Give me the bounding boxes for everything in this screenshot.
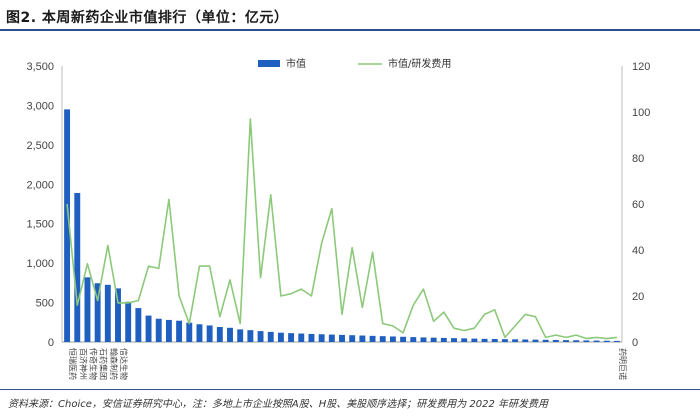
bar-market-cap bbox=[563, 340, 569, 342]
x-category-label: 信达生物 bbox=[119, 348, 129, 380]
bar-market-cap bbox=[400, 336, 407, 342]
y-left-tick-label: 3,000 bbox=[26, 100, 54, 112]
bar-market-cap bbox=[84, 277, 91, 342]
y-left-tick-label: 3,500 bbox=[26, 61, 54, 73]
bar-market-cap bbox=[440, 337, 447, 342]
bar-market-cap bbox=[339, 334, 345, 342]
bar-market-cap bbox=[481, 338, 488, 342]
y-left-tick-label: 2,500 bbox=[26, 140, 54, 152]
y-left-tick-label: 500 bbox=[36, 298, 54, 310]
y-right-tick-label: 60 bbox=[632, 199, 644, 211]
legend-label-ratio: 市值/研发费用 bbox=[388, 57, 451, 70]
y-left-tick-label: 0 bbox=[48, 337, 54, 349]
bar-market-cap bbox=[420, 337, 427, 342]
page-title: 图2. 本周新药企业市值排行（单位：亿元） bbox=[6, 10, 289, 26]
title-bar: 图2. 本周新药企业市值排行（单位：亿元） bbox=[0, 0, 700, 30]
bar-market-cap bbox=[491, 339, 498, 342]
bar-market-cap bbox=[603, 340, 610, 342]
x-category-label: 石药集团 bbox=[99, 348, 109, 380]
y-left-tick-label: 1,000 bbox=[26, 258, 54, 270]
bar-market-cap bbox=[64, 109, 71, 342]
bar-market-cap bbox=[573, 340, 580, 342]
bar-market-cap bbox=[461, 338, 468, 342]
legend-swatch-bar bbox=[258, 60, 280, 67]
bar-market-cap bbox=[94, 283, 101, 342]
top-rule bbox=[0, 29, 700, 31]
bar-market-cap bbox=[176, 320, 183, 342]
bar-market-cap bbox=[359, 335, 366, 342]
bar-market-cap bbox=[145, 315, 152, 342]
bar-market-cap bbox=[104, 284, 111, 342]
line-mcap-rd-ratio bbox=[66, 118, 617, 340]
bar-market-cap bbox=[227, 327, 233, 342]
x-category-label: 药明巨诺 bbox=[618, 348, 628, 380]
bar-market-cap bbox=[206, 325, 213, 342]
bar-market-cap bbox=[298, 333, 305, 342]
bar-market-cap bbox=[135, 308, 142, 342]
y-right-tick-label: 80 bbox=[632, 153, 644, 165]
bar-market-cap bbox=[125, 301, 132, 342]
y-right-tick-label: 40 bbox=[632, 245, 644, 257]
y-right-tick-label: 120 bbox=[632, 61, 650, 73]
bar-market-cap bbox=[247, 330, 254, 342]
bar-market-cap bbox=[115, 288, 121, 342]
x-category-label: 翰森制药 bbox=[109, 348, 119, 380]
bar-market-cap bbox=[196, 324, 203, 342]
bar-market-cap bbox=[512, 339, 519, 342]
bar-market-cap bbox=[155, 318, 162, 342]
bar-market-cap bbox=[369, 335, 376, 342]
bar-market-cap bbox=[593, 340, 600, 342]
y-right-tick-label: 0 bbox=[632, 337, 638, 349]
bar-market-cap bbox=[165, 319, 172, 342]
bar-market-cap bbox=[186, 322, 193, 342]
bar-market-cap bbox=[471, 338, 478, 342]
bar-market-cap bbox=[410, 337, 417, 342]
bottom-rule bbox=[0, 389, 700, 390]
bar-market-cap bbox=[583, 340, 590, 342]
bar-market-cap bbox=[532, 339, 539, 342]
bar-market-cap bbox=[613, 340, 620, 342]
y-left-tick-label: 2,000 bbox=[26, 179, 54, 191]
bar-market-cap bbox=[216, 327, 223, 342]
y-right-tick-label: 20 bbox=[632, 291, 644, 303]
bar-market-cap bbox=[542, 339, 549, 342]
bar-market-cap bbox=[328, 334, 335, 342]
bar-market-cap bbox=[74, 192, 81, 342]
bar-market-cap bbox=[318, 334, 325, 342]
bar-market-cap bbox=[379, 336, 386, 342]
source-note: 资料来源：Choice，安信证券研究中心，注：多地上市企业按照A股、H股、美股顺… bbox=[8, 399, 549, 410]
bar-market-cap bbox=[430, 337, 437, 342]
legend-label-market-cap: 市值 bbox=[286, 57, 306, 70]
y-right-tick-label: 100 bbox=[632, 107, 650, 119]
bar-market-cap bbox=[257, 331, 264, 342]
x-category-label: 恒瑞医药 bbox=[68, 348, 78, 380]
bar-market-cap bbox=[267, 331, 274, 342]
bar-market-cap bbox=[349, 335, 356, 342]
bar-market-cap bbox=[237, 329, 244, 342]
x-category-label: 百济神州 bbox=[78, 348, 88, 380]
bar-market-cap bbox=[308, 333, 315, 342]
bar-market-cap bbox=[389, 336, 396, 342]
bar-market-cap bbox=[451, 338, 457, 342]
bar-market-cap bbox=[552, 339, 559, 342]
bar-market-cap bbox=[288, 333, 295, 342]
bar-market-cap bbox=[501, 339, 508, 342]
bar-market-cap bbox=[522, 339, 529, 342]
y-left-tick-label: 1,500 bbox=[26, 219, 54, 231]
bar-market-cap bbox=[277, 332, 284, 342]
x-category-label: 传奇生物 bbox=[88, 348, 98, 380]
